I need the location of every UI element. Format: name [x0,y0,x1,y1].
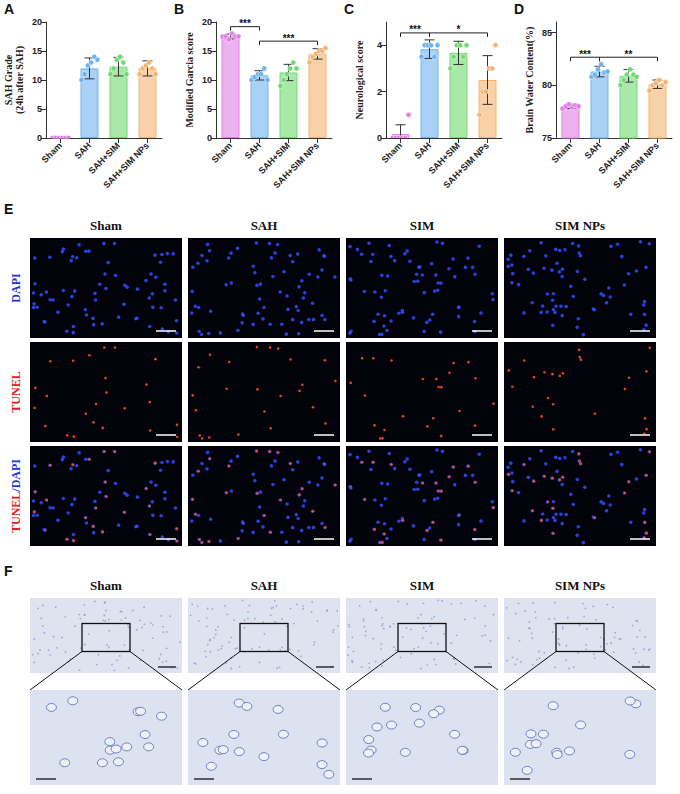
svg-text:Sham: Sham [90,218,122,233]
svg-text:0: 0 [377,133,382,143]
svg-text:E: E [4,201,13,217]
svg-text:SIM: SIM [410,578,435,593]
svg-text:*: * [457,24,461,35]
svg-text:SAH: SAH [73,140,93,160]
svg-text:DAPI: DAPI [9,273,23,303]
svg-text:**: ** [625,49,633,60]
svg-text:A: A [4,1,14,17]
svg-text:15: 15 [32,46,42,56]
svg-text:SAH+SIM NPs: SAH+SIM NPs [271,140,321,190]
svg-text:B: B [174,1,184,17]
svg-text:SAH: SAH [251,578,278,593]
svg-text:D: D [514,1,524,17]
svg-text:C: C [344,1,354,17]
svg-text:SAH Grade: SAH Grade [3,54,14,105]
svg-text:SAH+SIM NPs: SAH+SIM NPs [101,140,151,190]
svg-text:Sham: Sham [380,140,404,164]
svg-text:SAH: SAH [583,140,603,160]
svg-text:75: 75 [542,133,552,143]
svg-text:(24h after SAH): (24h after SAH) [14,46,26,114]
svg-text:SIM: SIM [410,218,435,233]
svg-text:Brain Water Content(%): Brain Water Content(%) [524,27,536,134]
svg-text:10: 10 [32,75,42,85]
svg-text:85: 85 [542,28,552,38]
svg-text:2: 2 [377,87,382,97]
svg-text:***: *** [409,24,421,35]
svg-text:0: 0 [37,133,42,143]
svg-text:Sham: Sham [40,140,64,164]
svg-text:4: 4 [377,40,382,50]
svg-text:5: 5 [37,104,42,114]
svg-text:***: *** [283,33,295,44]
svg-text:Neurological score: Neurological score [354,40,365,119]
svg-text:SAH+SIM NPs: SAH+SIM NPs [611,140,661,190]
svg-text:TUNEL: TUNEL [9,371,23,412]
svg-text:SAH: SAH [251,218,278,233]
svg-text:80: 80 [542,80,552,90]
svg-text:***: *** [579,49,591,60]
svg-text:20: 20 [32,17,42,27]
svg-text:Modified Garcia score: Modified Garcia score [184,32,195,128]
svg-text:0: 0 [207,133,212,143]
svg-text:SAH+SIM NPs: SAH+SIM NPs [441,140,491,190]
svg-text:Sham: Sham [550,140,574,164]
svg-text:Sham: Sham [210,140,234,164]
svg-text:10: 10 [202,75,212,85]
svg-text:SAH: SAH [243,140,263,160]
svg-text:5: 5 [207,104,212,114]
svg-text:F: F [4,563,13,579]
svg-text:Sham: Sham [90,578,122,593]
svg-text:SIM NPs: SIM NPs [555,578,605,593]
svg-text:SIM NPs: SIM NPs [555,218,605,233]
svg-text:TUNEL/DAPI: TUNEL/DAPI [9,459,23,533]
svg-text:20: 20 [202,17,212,27]
svg-text:15: 15 [202,46,212,56]
svg-text:***: *** [239,18,251,29]
svg-text:SAH: SAH [413,140,433,160]
